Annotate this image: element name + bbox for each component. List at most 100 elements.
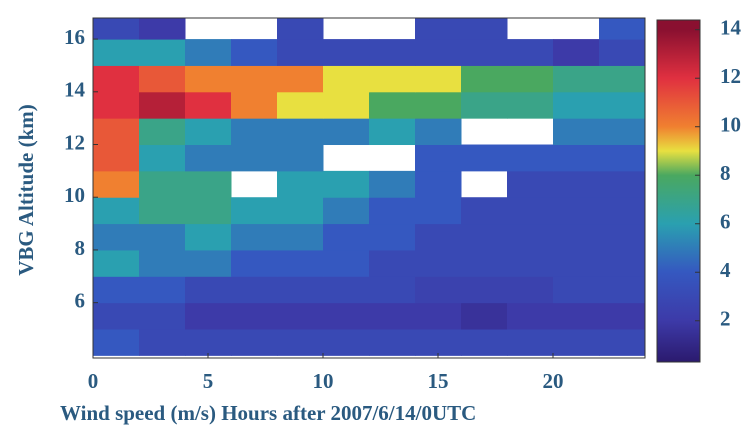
- heatmap-cell: [461, 39, 508, 66]
- heatmap-cell: [139, 65, 186, 93]
- heatmap-cell: [415, 144, 462, 172]
- heatmap-cell: [323, 39, 370, 66]
- heatmap-cell: [185, 118, 232, 146]
- y-tick-label: 14: [64, 78, 86, 102]
- heatmap-cell: [415, 329, 462, 356]
- heatmap-cell: [231, 276, 278, 304]
- colorbar-tick-label: 14: [720, 16, 742, 40]
- heatmap-cell: [185, 170, 232, 198]
- heatmap-cell: [599, 144, 645, 172]
- heatmap-cell: [231, 118, 278, 146]
- heatmap-cell: [599, 197, 645, 225]
- heatmap-cell: [93, 65, 140, 93]
- heatmap-cell: [93, 329, 140, 356]
- heatmap-cell: [415, 170, 462, 198]
- heatmap-cell: [369, 329, 416, 356]
- heatmap-cell: [507, 276, 554, 304]
- y-tick-label: 6: [75, 288, 86, 312]
- heatmap-cell: [369, 65, 416, 93]
- heatmap-cell: [323, 223, 370, 251]
- heatmap-cell: [507, 329, 554, 356]
- heatmap-cell: [139, 249, 186, 277]
- x-tick-label: 15: [428, 369, 449, 393]
- heatmap-cell: [277, 170, 324, 198]
- heatmap-cell: [231, 39, 278, 66]
- heatmap-cell: [599, 18, 645, 40]
- heatmap-cell: [323, 249, 370, 277]
- heatmap-cell: [277, 302, 324, 330]
- heatmap-cell: [599, 276, 645, 304]
- heatmap-cell: [553, 65, 600, 93]
- heatmap-cell: [553, 249, 600, 277]
- heatmap-cell: [93, 118, 140, 146]
- heatmap-cell: [461, 144, 508, 172]
- heatmap-cell: [185, 223, 232, 251]
- heatmap-cell: [277, 18, 324, 40]
- heatmap-cell: [553, 39, 600, 66]
- heatmap-cell: [139, 197, 186, 225]
- colorbar-tick-label: 4: [720, 258, 731, 282]
- heatmap-cell: [93, 144, 140, 172]
- heatmap-cell: [415, 91, 462, 119]
- heatmap-cell: [461, 329, 508, 356]
- heatmap-cell: [277, 329, 324, 356]
- heatmap-cell: [599, 91, 645, 119]
- heatmap-cell: [277, 91, 324, 119]
- heatmap-cell: [277, 223, 324, 251]
- heatmap-cell: [461, 302, 508, 330]
- x-axis-label: Wind speed (m/s) Hours after 2007/6/14/0…: [60, 401, 476, 425]
- heatmap-cell: [507, 144, 554, 172]
- heatmap-cell: [93, 39, 140, 66]
- heatmap-cell: [369, 91, 416, 119]
- x-tick-label: 5: [203, 369, 214, 393]
- heatmap-cell: [231, 65, 278, 93]
- heatmap-cell: [599, 39, 645, 66]
- heatmap-cell: [553, 223, 600, 251]
- heatmap-cell: [277, 65, 324, 93]
- colorbar-tick-label: 2: [720, 307, 731, 331]
- heatmap-cell: [139, 329, 186, 356]
- heatmap-cell: [231, 302, 278, 330]
- heatmap-cell: [93, 223, 140, 251]
- heatmap-cell: [93, 170, 140, 198]
- heatmap-cell: [323, 65, 370, 93]
- heatmap-cell: [93, 249, 140, 277]
- heatmap-cell: [415, 65, 462, 93]
- heatmap-cell: [93, 276, 140, 304]
- heatmap-cell: [415, 118, 462, 146]
- heatmap-cell: [185, 65, 232, 93]
- heatmap-cell: [93, 91, 140, 119]
- heatmap-cell: [185, 39, 232, 66]
- heatmap-cell: [323, 276, 370, 304]
- heatmap-cell: [461, 249, 508, 277]
- heatmap-cell: [323, 302, 370, 330]
- colorbar-tick-label: 8: [720, 161, 731, 185]
- heatmap-cell: [507, 91, 554, 119]
- heatmap-cell: [185, 197, 232, 225]
- heatmap-cell: [369, 302, 416, 330]
- heatmap-cell: [415, 223, 462, 251]
- heatmap-cell: [553, 197, 600, 225]
- heatmap-cells: [93, 18, 645, 356]
- heatmap-cell: [93, 302, 140, 330]
- heatmap-cell: [139, 18, 186, 40]
- heatmap-cell: [369, 118, 416, 146]
- heatmap-cell: [231, 91, 278, 119]
- y-tick-label: 8: [75, 236, 86, 260]
- heatmap-cell: [277, 144, 324, 172]
- heatmap-cell: [415, 276, 462, 304]
- x-tick-label: 20: [543, 369, 564, 393]
- heatmap-cell: [231, 249, 278, 277]
- heatmap-cell: [369, 223, 416, 251]
- heatmap-cell: [323, 197, 370, 225]
- heatmap-cell: [369, 170, 416, 198]
- heatmap-cell: [553, 170, 600, 198]
- heatmap-cell: [369, 39, 416, 66]
- heatmap-cell: [93, 18, 140, 40]
- heatmap-cell: [415, 39, 462, 66]
- heatmap-cell: [553, 276, 600, 304]
- heatmap-cell: [599, 65, 645, 93]
- heatmap-cell: [507, 302, 554, 330]
- heatmap-cell: [461, 65, 508, 93]
